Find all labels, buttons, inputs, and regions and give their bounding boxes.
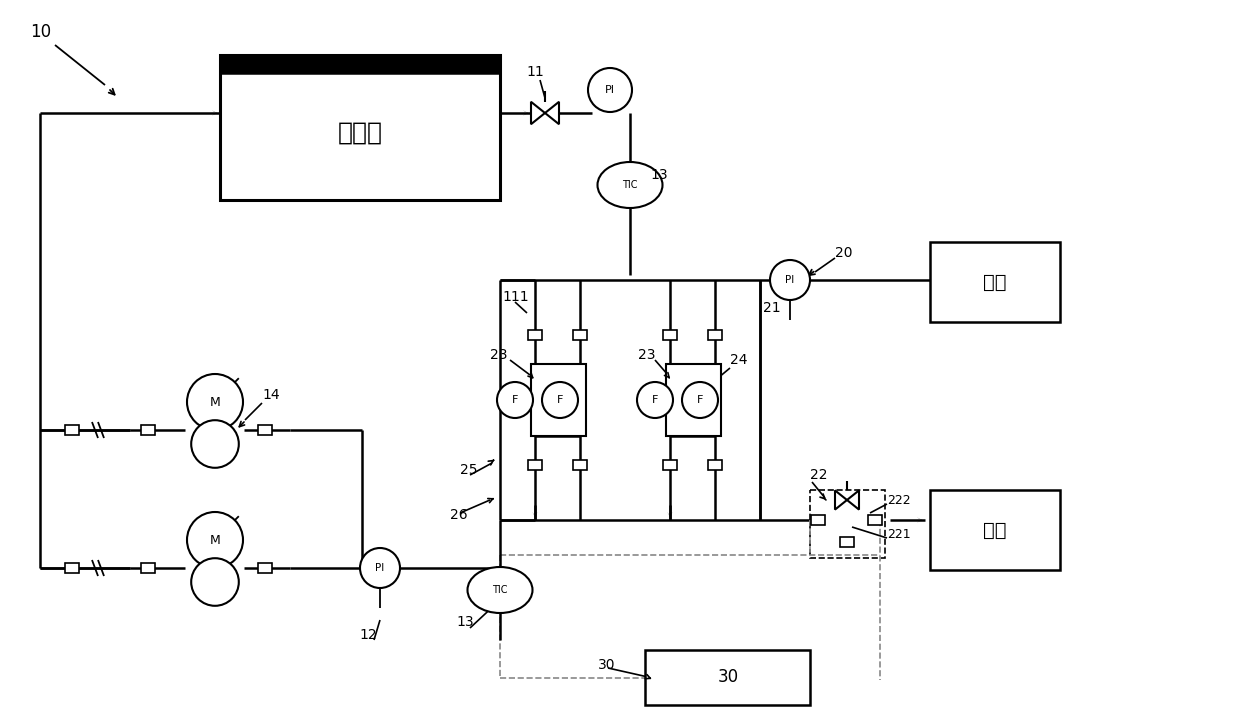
Text: 进水: 进水 bbox=[983, 272, 1007, 292]
Circle shape bbox=[637, 382, 673, 418]
Circle shape bbox=[542, 382, 578, 418]
Text: 24: 24 bbox=[730, 353, 748, 367]
Text: 12: 12 bbox=[360, 628, 377, 642]
Bar bbox=[258, 563, 272, 573]
Text: 30: 30 bbox=[718, 668, 739, 686]
Bar bbox=[531, 364, 585, 436]
Circle shape bbox=[191, 420, 239, 468]
Bar bbox=[930, 490, 1060, 570]
Text: 20: 20 bbox=[835, 246, 853, 260]
Text: 13: 13 bbox=[650, 168, 667, 182]
Text: 23: 23 bbox=[639, 348, 656, 362]
Circle shape bbox=[682, 382, 718, 418]
Bar bbox=[645, 650, 810, 705]
Text: TIC: TIC bbox=[622, 180, 637, 190]
Circle shape bbox=[360, 548, 401, 588]
Text: PI: PI bbox=[376, 563, 384, 573]
Text: 结晶器: 结晶器 bbox=[337, 120, 382, 145]
Polygon shape bbox=[546, 102, 559, 124]
Ellipse shape bbox=[598, 162, 662, 208]
Text: 26: 26 bbox=[450, 508, 467, 522]
Polygon shape bbox=[847, 491, 859, 510]
Circle shape bbox=[770, 260, 810, 300]
Circle shape bbox=[187, 374, 243, 430]
Polygon shape bbox=[531, 102, 546, 124]
Bar bbox=[219, 55, 500, 200]
Circle shape bbox=[187, 512, 243, 568]
Bar bbox=[663, 330, 677, 340]
Bar bbox=[141, 563, 155, 573]
Text: 14: 14 bbox=[262, 388, 280, 402]
Text: 11: 11 bbox=[526, 65, 544, 79]
Bar bbox=[708, 460, 722, 470]
Bar bbox=[811, 515, 825, 525]
Ellipse shape bbox=[467, 567, 532, 613]
Bar bbox=[930, 242, 1060, 322]
Bar bbox=[868, 515, 882, 525]
Text: F: F bbox=[652, 395, 658, 405]
Text: M: M bbox=[210, 396, 221, 409]
Bar bbox=[810, 490, 885, 558]
Text: M: M bbox=[210, 533, 221, 546]
Text: PI: PI bbox=[605, 85, 615, 95]
Bar bbox=[258, 425, 272, 435]
Text: F: F bbox=[697, 395, 703, 405]
Text: 111: 111 bbox=[502, 290, 528, 304]
Bar bbox=[219, 55, 500, 73]
Text: 回水: 回水 bbox=[983, 520, 1007, 540]
Text: 21: 21 bbox=[763, 301, 781, 315]
Bar bbox=[573, 330, 587, 340]
Bar bbox=[839, 537, 854, 547]
Text: 221: 221 bbox=[887, 528, 910, 541]
Text: F: F bbox=[512, 395, 518, 405]
Circle shape bbox=[497, 382, 533, 418]
Text: 222: 222 bbox=[887, 493, 910, 506]
Text: 25: 25 bbox=[460, 463, 477, 477]
Text: TIC: TIC bbox=[492, 585, 507, 595]
Text: F: F bbox=[557, 395, 563, 405]
Circle shape bbox=[588, 68, 632, 112]
Bar bbox=[64, 563, 79, 573]
Bar bbox=[573, 460, 587, 470]
Bar bbox=[666, 364, 720, 436]
Polygon shape bbox=[835, 491, 847, 510]
Text: 30: 30 bbox=[598, 658, 615, 672]
Text: PI: PI bbox=[785, 275, 795, 285]
Bar bbox=[141, 425, 155, 435]
Bar bbox=[528, 460, 542, 470]
Text: 13: 13 bbox=[456, 615, 474, 629]
Bar bbox=[663, 460, 677, 470]
Text: 10: 10 bbox=[30, 23, 51, 41]
Bar bbox=[708, 330, 722, 340]
Text: 23: 23 bbox=[490, 348, 507, 362]
Circle shape bbox=[191, 558, 239, 606]
Bar bbox=[528, 330, 542, 340]
Bar bbox=[64, 425, 79, 435]
Text: 22: 22 bbox=[810, 468, 827, 482]
